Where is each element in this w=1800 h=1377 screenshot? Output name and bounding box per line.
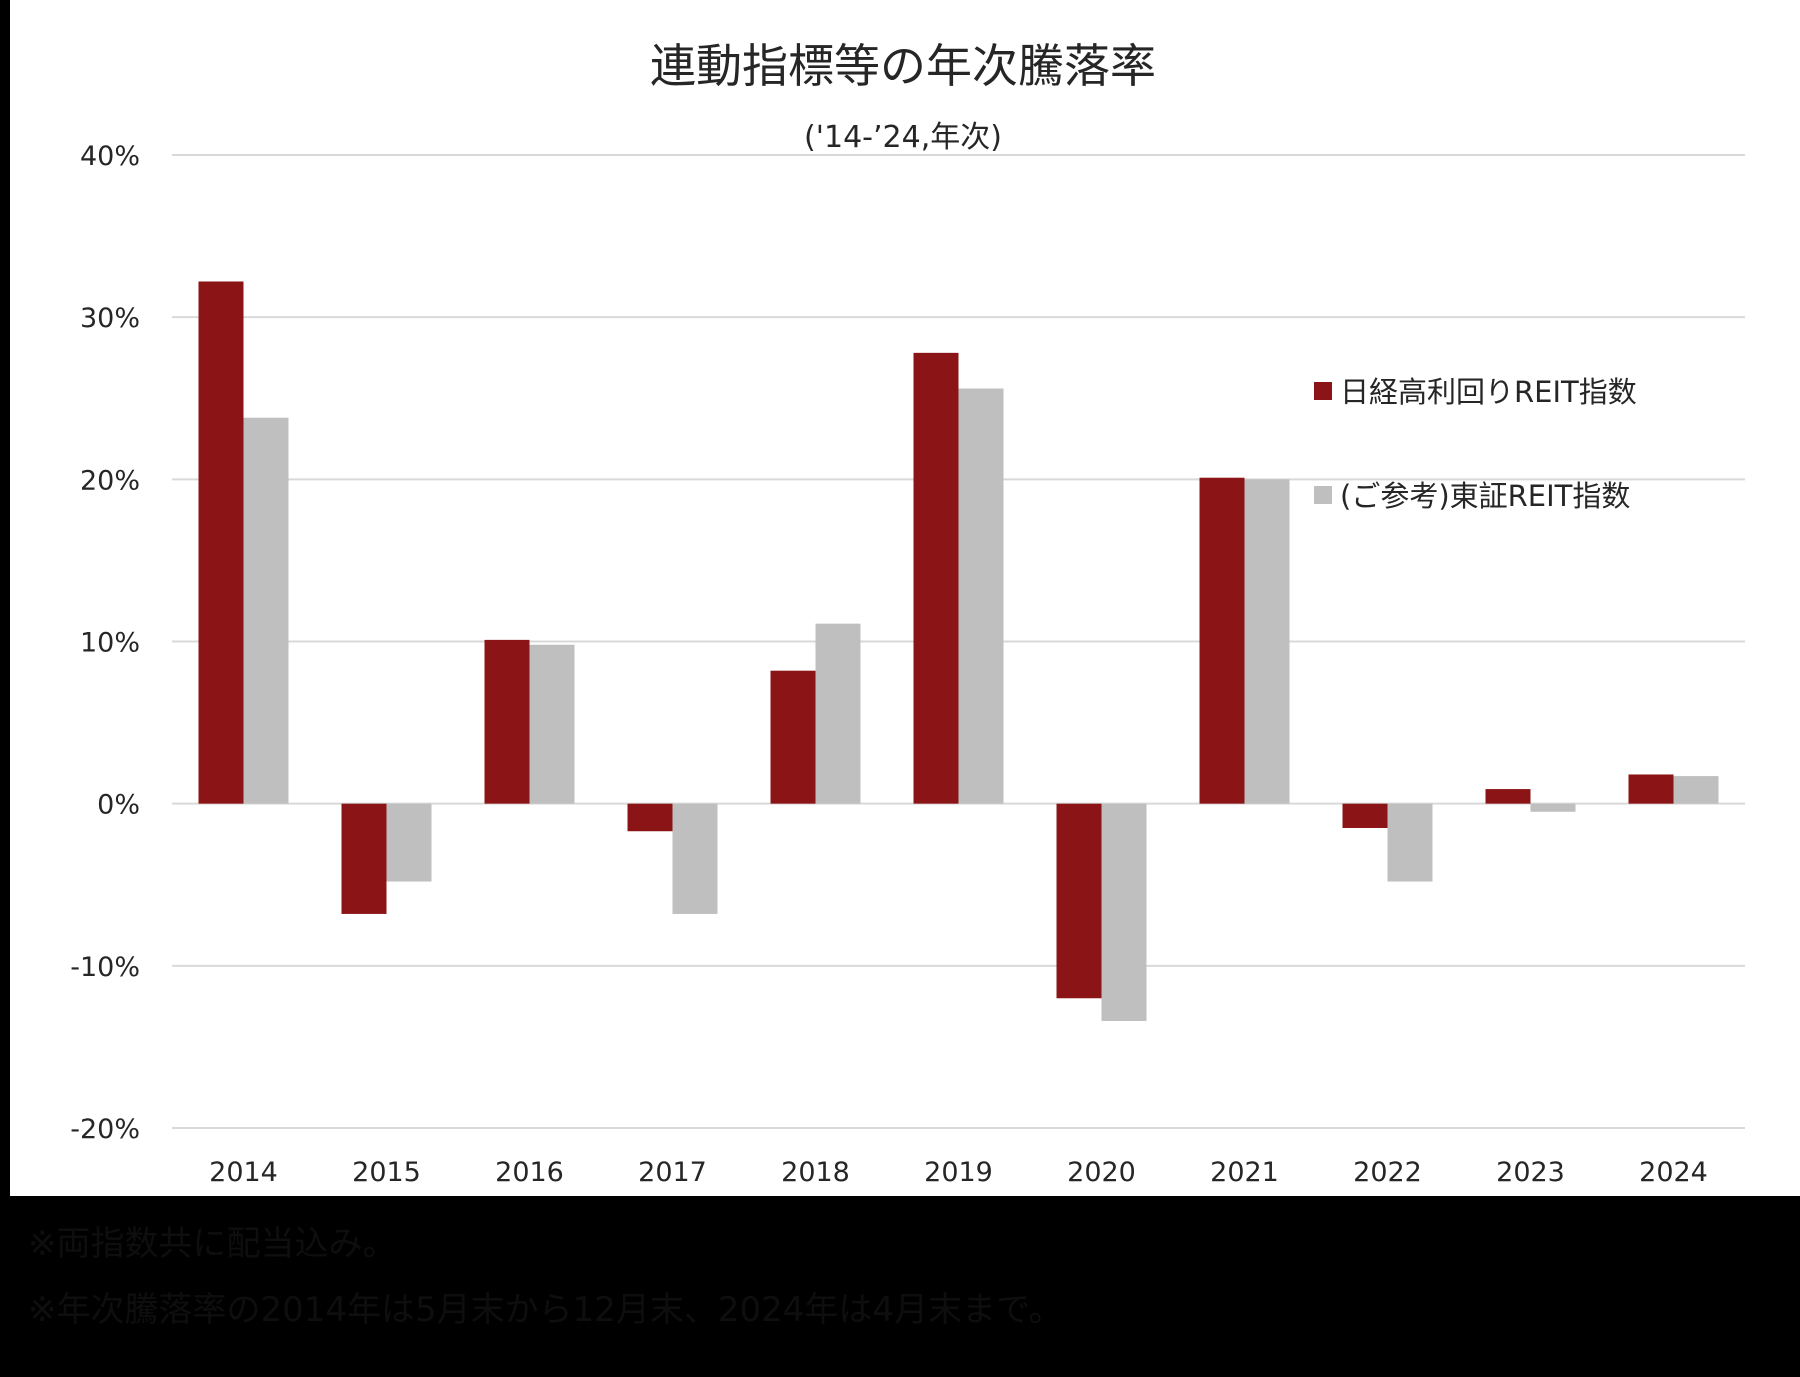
bar-2015-series-1 [341, 803, 387, 914]
bar-2016-series-2 [529, 644, 575, 804]
bar-2015-series-2 [386, 803, 432, 882]
bar-2017-series-1 [627, 803, 673, 832]
legend-swatch-series-1 [1314, 382, 1332, 400]
x-tick-label: 2024 [1639, 1157, 1708, 1188]
x-tick-label: 2023 [1496, 1157, 1565, 1188]
chart-title: 連動指標等の年次騰落率 [650, 39, 1156, 93]
bar-2020-series-1 [1056, 803, 1102, 999]
bar-2024-series-2 [1673, 776, 1719, 804]
footnote-dividends: ※両指数共に配当込み。 [28, 1224, 397, 1264]
x-tick-label: 2017 [638, 1157, 707, 1188]
bar-2021-series-1 [1199, 477, 1245, 804]
x-tick-label: 2021 [1210, 1157, 1279, 1188]
x-tick-label: 2015 [352, 1157, 421, 1188]
chart-subtitle: ('14-’24,年次) [804, 120, 1002, 155]
y-tick-label: -20% [70, 1114, 140, 1145]
x-tick-label: 2018 [781, 1157, 850, 1188]
y-tick-label: 20% [80, 465, 140, 496]
y-tick-label: 0% [97, 790, 140, 821]
bar-2016-series-1 [484, 639, 530, 804]
bar-2024-series-1 [1628, 774, 1674, 804]
bar-2020-series-2 [1101, 803, 1147, 1021]
bar-2014-series-1 [198, 281, 244, 804]
footnote-period: ※年次騰落率の2014年は5月末から12月末、2024年は4月末まで。 [28, 1290, 1063, 1330]
bar-2018-series-1 [770, 670, 816, 804]
bar-2019-series-2 [958, 388, 1004, 804]
bar-chart: 連動指標等の年次騰落率 ('14-’24,年次) 40% 30% 20% 10% 0% -10… [70, 39, 1745, 1188]
chart-panel: 連動指標等の年次騰落率 ('14-’24,年次) 40% 30% 20% 10% 0% -10… [10, 0, 1800, 1196]
bar-2022-series-1 [1342, 803, 1388, 828]
bar-2019-series-1 [913, 352, 959, 804]
x-tick-label: 2016 [495, 1157, 564, 1188]
bar-2021-series-2 [1244, 479, 1290, 804]
bar-2023-series-2 [1530, 803, 1576, 812]
y-tick-label: 40% [80, 141, 140, 172]
x-tick-label: 2014 [209, 1157, 278, 1188]
bar-2018-series-2 [815, 623, 861, 804]
y-tick-label: 10% [80, 628, 140, 659]
x-tick-label: 2020 [1067, 1157, 1136, 1188]
legend-label-series-2: (ご参考)東証REIT指数 [1340, 479, 1630, 513]
y-tick-label: -10% [70, 952, 140, 983]
y-tick-label: 30% [80, 303, 140, 334]
bar-2017-series-2 [672, 803, 718, 914]
x-tick-label: 2019 [924, 1157, 993, 1188]
bar-2014-series-2 [243, 417, 289, 804]
bar-2023-series-1 [1485, 789, 1531, 804]
legend-swatch-series-2 [1314, 486, 1332, 504]
x-tick-label: 2022 [1353, 1157, 1422, 1188]
bar-2022-series-2 [1387, 803, 1433, 882]
legend-label-series-1: 日経高利回りREIT指数 [1340, 375, 1637, 409]
